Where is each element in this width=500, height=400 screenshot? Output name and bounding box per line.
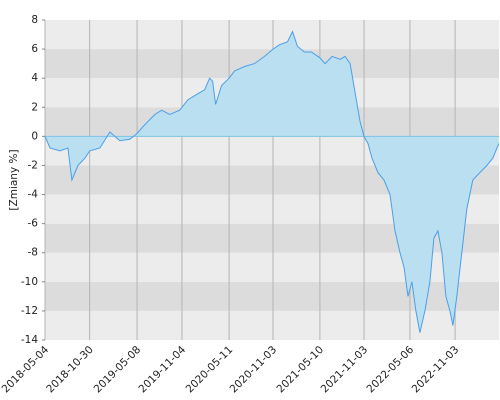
y-tick-label: 2 [31, 101, 38, 113]
x-tick-label: 2019-05-08 [92, 344, 144, 396]
y-tick-label: 6 [31, 43, 38, 55]
y-tick-label: -6 [28, 218, 39, 230]
x-tick-label: 2021-11-03 [319, 344, 371, 396]
y-tick-label: -2 [28, 159, 38, 171]
grid-band [45, 310, 499, 340]
y-tick-label: -10 [21, 276, 38, 288]
area-fill [45, 31, 499, 333]
y-tick-label: 4 [31, 72, 38, 84]
y-axis-label: [Zmiany %] [8, 149, 20, 210]
y-tick-label: -8 [28, 247, 38, 259]
x-tick-label: 2022-05-06 [365, 344, 417, 396]
y-tick-label: -14 [21, 334, 38, 346]
y-tick-label: -12 [21, 305, 38, 317]
y-tick-label: -4 [28, 189, 39, 201]
grid-band [45, 281, 499, 311]
x-tick-label: 2018-10-30 [44, 344, 96, 396]
x-tick-label: 2022-11-03 [410, 344, 462, 396]
y-tick-label: 0 [31, 130, 38, 142]
y-tick-label: 8 [31, 14, 38, 26]
data-line [44, 30, 500, 333]
grid-band [45, 20, 499, 50]
x-tick-label: 2020-11-03 [228, 344, 280, 396]
x-tick-label: 2019-11-04 [137, 344, 189, 396]
